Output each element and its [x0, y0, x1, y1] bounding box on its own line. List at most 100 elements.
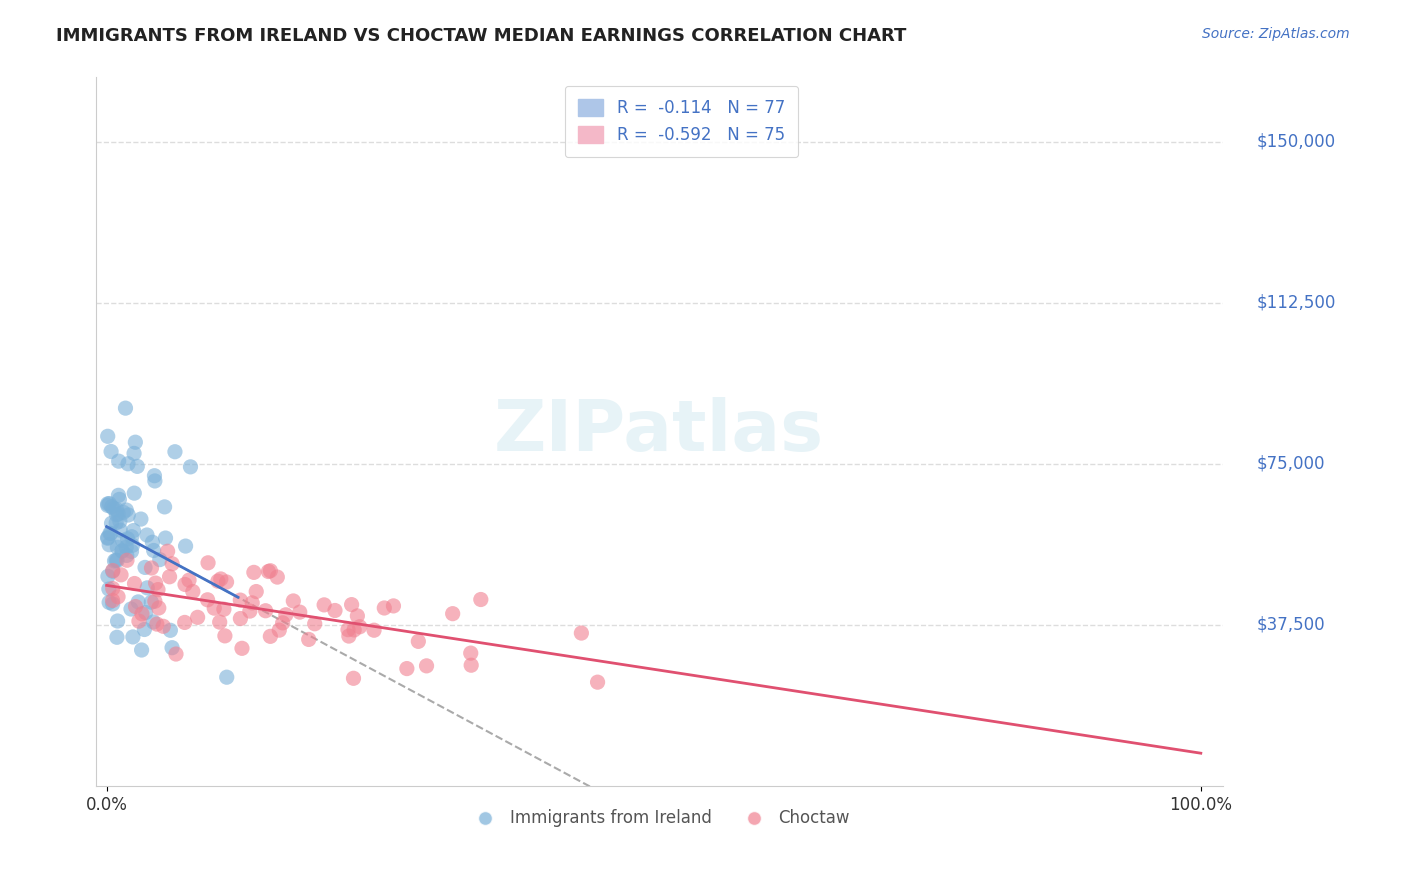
Immigrants from Ireland: [134, 560, 156, 574]
Choctaw: [323, 603, 346, 617]
Choctaw: [349, 620, 371, 634]
Choctaw: [231, 641, 253, 656]
Immigrants from Ireland: [112, 505, 135, 519]
Immigrants from Ireland: [101, 564, 124, 578]
Immigrants from Ireland: [105, 553, 128, 567]
Text: $75,000: $75,000: [1257, 455, 1324, 473]
Choctaw: [363, 624, 385, 638]
Choctaw: [101, 582, 124, 596]
Choctaw: [165, 647, 187, 661]
Immigrants from Ireland: [127, 459, 149, 474]
Immigrants from Ireland: [134, 623, 156, 637]
Choctaw: [110, 567, 132, 582]
Choctaw: [259, 564, 281, 578]
Immigrants from Ireland: [107, 488, 129, 502]
Choctaw: [274, 607, 297, 622]
Choctaw: [239, 604, 262, 618]
Immigrants from Ireland: [97, 531, 120, 545]
Immigrants from Ireland: [124, 486, 146, 500]
Text: $150,000: $150,000: [1257, 133, 1336, 151]
Choctaw: [470, 592, 492, 607]
Immigrants from Ireland: [105, 541, 128, 555]
Choctaw: [460, 646, 482, 660]
Choctaw: [229, 593, 252, 607]
Choctaw: [115, 553, 138, 567]
Immigrants from Ireland: [107, 614, 129, 628]
Immigrants from Ireland: [108, 492, 131, 507]
Choctaw: [229, 611, 252, 625]
Choctaw: [259, 629, 281, 643]
Immigrants from Ireland: [174, 539, 197, 553]
Immigrants from Ireland: [115, 540, 138, 554]
Choctaw: [124, 576, 146, 591]
Choctaw: [101, 593, 124, 607]
Immigrants from Ireland: [115, 503, 138, 517]
Immigrants from Ireland: [110, 523, 132, 537]
Choctaw: [337, 629, 360, 643]
Immigrants from Ireland: [149, 552, 172, 566]
Choctaw: [298, 632, 321, 647]
Choctaw: [197, 592, 219, 607]
Immigrants from Ireland: [143, 468, 166, 483]
Immigrants from Ireland: [141, 535, 163, 549]
Legend: Immigrants from Ireland, Choctaw: Immigrants from Ireland, Choctaw: [461, 803, 856, 834]
Immigrants from Ireland: [136, 528, 159, 542]
Immigrants from Ireland: [105, 508, 128, 522]
Choctaw: [283, 594, 305, 608]
Immigrants from Ireland: [111, 544, 134, 558]
Immigrants from Ireland: [97, 497, 120, 511]
Immigrants from Ireland: [159, 624, 181, 638]
Immigrants from Ireland: [136, 581, 159, 595]
Immigrants from Ireland: [122, 446, 145, 460]
Immigrants from Ireland: [115, 549, 138, 563]
Choctaw: [160, 557, 183, 571]
Choctaw: [340, 598, 363, 612]
Immigrants from Ireland: [98, 526, 121, 541]
Choctaw: [207, 574, 229, 589]
Immigrants from Ireland: [114, 401, 136, 416]
Choctaw: [214, 629, 236, 643]
Choctaw: [181, 584, 204, 599]
Immigrants from Ireland: [107, 507, 129, 521]
Choctaw: [146, 617, 169, 632]
Immigrants from Ireland: [124, 435, 146, 450]
Choctaw: [240, 596, 263, 610]
Choctaw: [254, 604, 277, 618]
Immigrants from Ireland: [142, 615, 165, 629]
Choctaw: [173, 615, 195, 630]
Choctaw: [460, 658, 482, 673]
Choctaw: [143, 594, 166, 608]
Immigrants from Ireland: [100, 516, 122, 531]
Choctaw: [304, 616, 326, 631]
Choctaw: [177, 573, 200, 587]
Text: IMMIGRANTS FROM IRELAND VS CHOCTAW MEDIAN EARNINGS CORRELATION CHART: IMMIGRANTS FROM IRELAND VS CHOCTAW MEDIA…: [56, 27, 907, 45]
Choctaw: [208, 615, 231, 629]
Immigrants from Ireland: [97, 569, 120, 583]
Choctaw: [373, 601, 395, 615]
Choctaw: [441, 607, 464, 621]
Choctaw: [146, 582, 169, 597]
Choctaw: [343, 623, 366, 637]
Choctaw: [382, 599, 405, 613]
Immigrants from Ireland: [107, 454, 129, 468]
Immigrants from Ireland: [97, 429, 120, 443]
Choctaw: [269, 623, 291, 637]
Choctaw: [202, 601, 225, 615]
Choctaw: [212, 602, 235, 616]
Immigrants from Ireland: [160, 640, 183, 655]
Immigrants from Ireland: [101, 597, 124, 611]
Choctaw: [209, 572, 232, 586]
Immigrants from Ireland: [215, 670, 238, 684]
Immigrants from Ireland: [153, 500, 176, 514]
Immigrants from Ireland: [97, 499, 120, 513]
Choctaw: [187, 610, 209, 624]
Choctaw: [131, 607, 153, 621]
Immigrants from Ireland: [111, 544, 134, 558]
Choctaw: [569, 626, 592, 640]
Immigrants from Ireland: [100, 444, 122, 458]
Immigrants from Ireland: [105, 502, 128, 516]
Choctaw: [257, 565, 280, 579]
Choctaw: [124, 599, 146, 614]
Choctaw: [346, 608, 368, 623]
Choctaw: [152, 619, 174, 633]
